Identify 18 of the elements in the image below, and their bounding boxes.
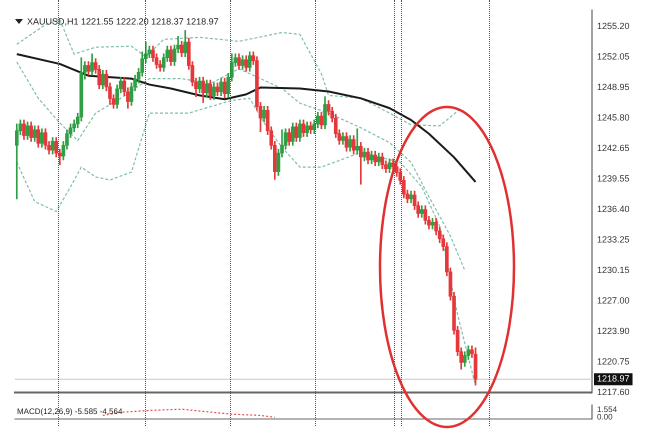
y-tick-label: 1220.75 [597,356,630,366]
y-tick-label: 1233.25 [597,234,630,245]
chart-title: MACD(12,26,9) -5.585 -4.564 [17,407,123,416]
y-tick-label: 1227.00 [597,296,630,306]
y-tick-label: 1217.60 [597,387,630,398]
y-tick-label: 1223.90 [597,326,630,336]
y-tick-label: 1248.95 [597,82,630,92]
y-tick-label: 0.00 [597,412,614,422]
ref-line-label: 1218.97 [597,374,630,384]
line-series [102,408,276,418]
y-tick-label: 1230.15 [597,264,630,275]
y-tick-label: 1239.55 [597,173,630,184]
y-tick-label: 1255.20 [597,21,630,32]
y-tick-label: 1252.05 [597,52,630,62]
y-tick-label: 1.554 [597,405,618,414]
y-tick-label: 1236.40 [597,204,630,214]
y-tick-label: 1245.80 [597,112,630,123]
y-tick-label: 1242.65 [597,143,630,154]
